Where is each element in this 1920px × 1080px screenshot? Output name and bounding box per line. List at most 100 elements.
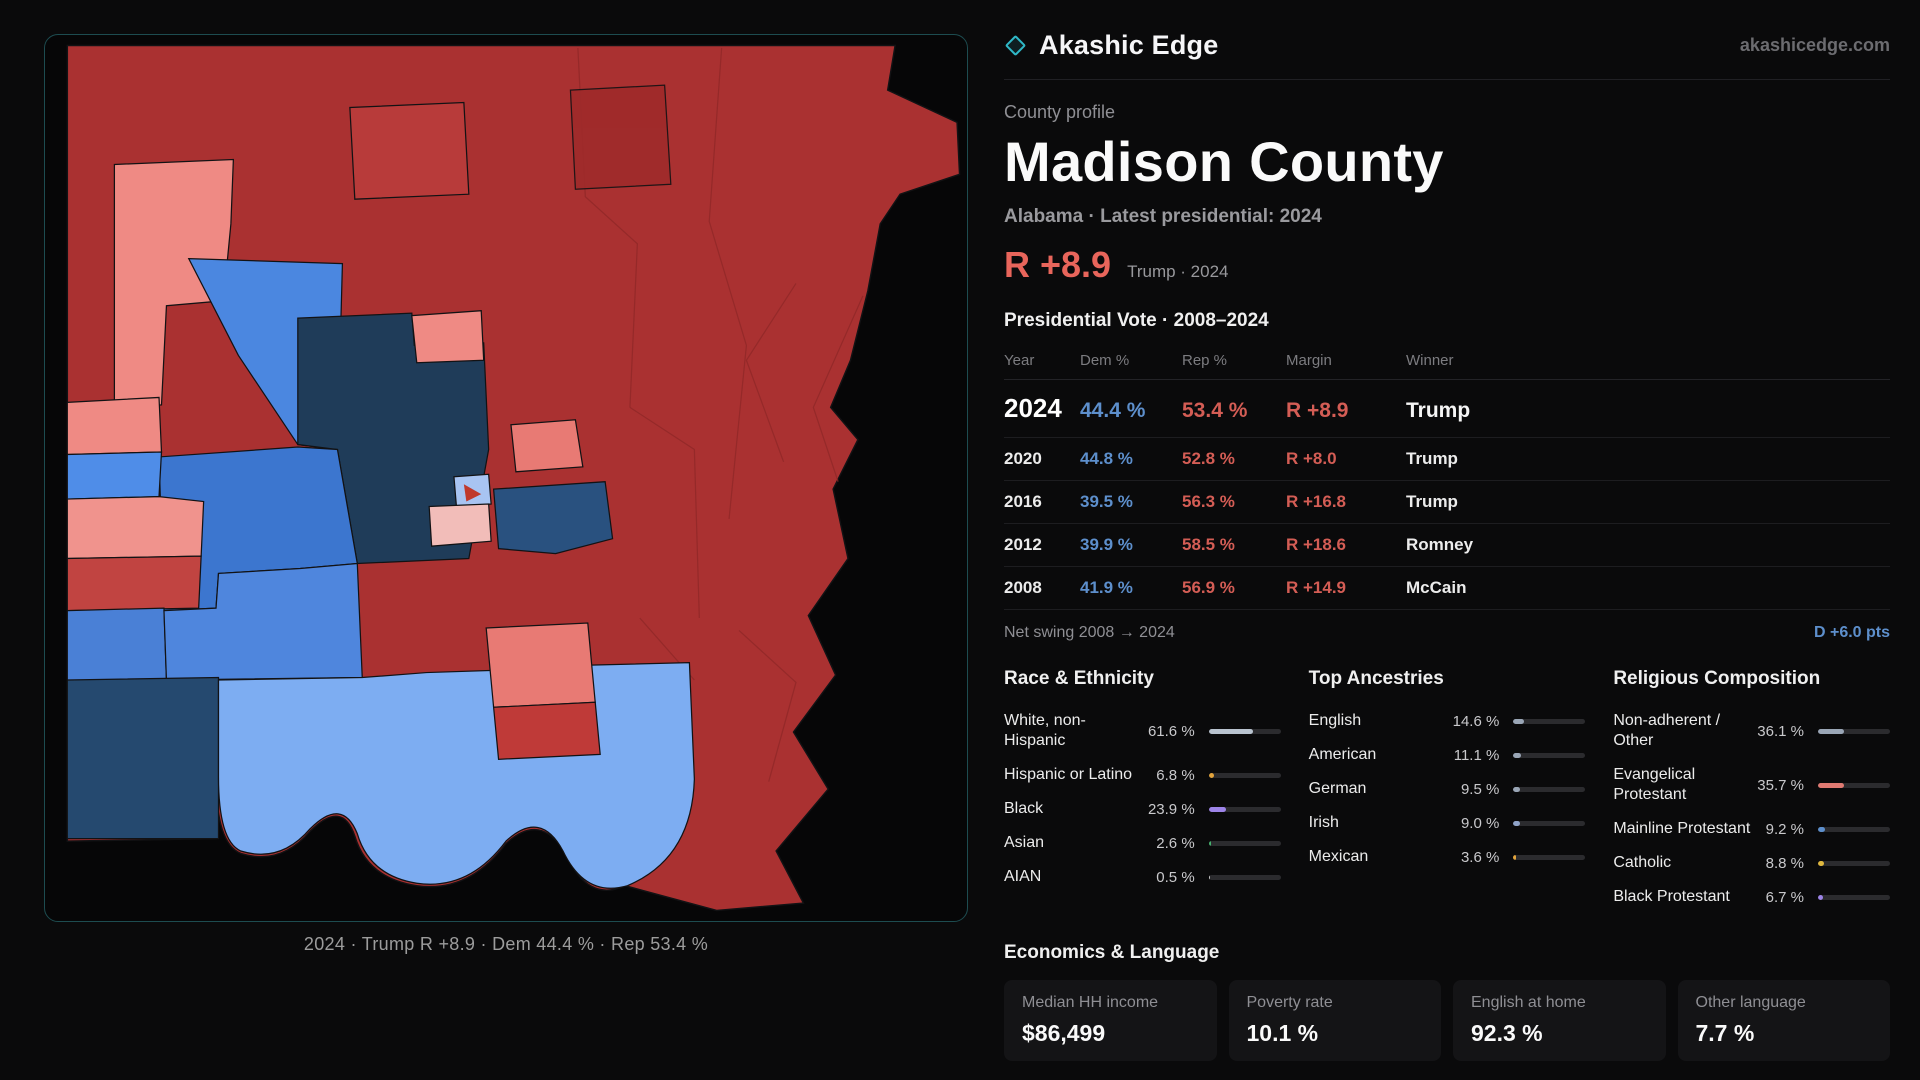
demo-label: Non-adherent / Other <box>1613 712 1721 749</box>
demo-label: Evangelical Protestant <box>1613 766 1696 803</box>
cell-winner: Romney <box>1406 535 1474 554</box>
demo-label: Catholic <box>1613 854 1672 871</box>
demo-bar <box>1208 772 1281 778</box>
demo-row: Irish 9.0 % <box>1309 806 1586 840</box>
net-swing-label: Net swing 2008 → 2024 <box>1004 624 1175 641</box>
demo-row: Black 23.9 % <box>1004 792 1281 826</box>
demo-value: 2.6 % <box>1156 834 1195 852</box>
net-swing-value: D +6.0 pts <box>1813 624 1890 641</box>
table-row: 2016 39.5 % 56.3 % R +16.8 Trump <box>1004 481 1890 524</box>
subtitle: Alabama · Latest presidential: 2024 <box>1004 206 1322 227</box>
demo-row: Evangelical Protestant 35.7 % <box>1613 758 1890 812</box>
demo-label: German <box>1308 780 1367 797</box>
cell-dem: 44.4 % <box>1080 399 1146 422</box>
col-year: Year <box>1004 352 1035 369</box>
cell-rep: 56.3 % <box>1182 492 1235 511</box>
demo-row: Mexican 3.6 % <box>1309 840 1586 874</box>
cell-rep: 58.5 % <box>1182 535 1235 554</box>
stat-card: English at home 92.3 % <box>1453 980 1666 1061</box>
demo-label: English <box>1308 712 1362 729</box>
demo-row: Catholic 8.8 % <box>1613 846 1890 880</box>
county-precinct-map <box>66 44 961 912</box>
cell-dem: 41.9 % <box>1080 578 1133 597</box>
brand-name: Akashic Edge <box>1039 30 1219 60</box>
demo-row: English 14.6 % <box>1309 704 1586 738</box>
stat-value: 10.1 % <box>1246 1020 1319 1046</box>
demo-value: 9.5 % <box>1460 780 1500 798</box>
net-swing-row: Net swing 2008 → 2024 D +6.0 pts <box>1004 624 1890 642</box>
demo-label: Hispanic or Latino <box>1004 766 1133 783</box>
race-title: Race & Ethnicity <box>1004 668 1154 689</box>
stat-value: $86,499 <box>1022 1020 1106 1046</box>
stat-label: English at home <box>1471 994 1586 1011</box>
profile-panel: Akashic Edge akashicedge.com County prof… <box>1004 0 1890 1080</box>
cell-year: 2008 <box>1004 578 1042 597</box>
demo-value: 35.7 % <box>1757 776 1804 794</box>
stat-card: Other language 7.7 % <box>1677 980 1890 1061</box>
cell-winner: McCain <box>1406 578 1467 597</box>
demo-value: 3.6 % <box>1460 848 1500 866</box>
stat-card: Median HH income $86,499 <box>1004 980 1217 1061</box>
col-rep: Rep % <box>1182 352 1228 369</box>
cell-margin: R +8.0 <box>1286 449 1337 468</box>
demo-row: White, non-Hispanic 61.6 % <box>1004 704 1281 758</box>
demographics-section: Race & Ethnicity White, non-Hispanic 61.… <box>1004 668 1890 914</box>
cell-year: 2020 <box>1004 449 1042 468</box>
col-winner: Winner <box>1406 352 1454 369</box>
stat-label: Other language <box>1695 994 1806 1011</box>
race-column: Race & Ethnicity White, non-Hispanic 61.… <box>1004 668 1281 914</box>
demo-value: 6.7 % <box>1765 888 1804 906</box>
demo-value: 0.5 % <box>1156 868 1195 886</box>
table-row: 2020 44.8 % 52.8 % R +8.0 Trump <box>1004 438 1890 481</box>
demo-bar <box>1817 860 1890 866</box>
demo-value: 9.2 % <box>1765 820 1804 838</box>
table-row: 2008 41.9 % 56.9 % R +14.9 McCain <box>1004 567 1890 610</box>
demo-label: Asian <box>1004 834 1045 851</box>
vote-table-title: Presidential Vote · 2008–2024 <box>1004 310 1269 331</box>
demo-row: Non-adherent / Other 36.1 % <box>1613 704 1890 758</box>
demo-label: American <box>1308 746 1377 763</box>
cell-dem: 39.5 % <box>1080 492 1133 511</box>
cell-dem: 44.8 % <box>1080 449 1133 468</box>
demo-value: 61.6 % <box>1147 722 1195 740</box>
site-link[interactable]: akashicedge.com <box>1739 35 1890 55</box>
demo-bar <box>1208 874 1281 880</box>
demo-label: AIAN <box>1004 868 1042 885</box>
cell-winner: Trump <box>1406 449 1458 468</box>
stat-label: Poverty rate <box>1246 994 1333 1011</box>
vote-table: Year Dem % Rep % Margin Winner 2024 44.4… <box>1004 346 1890 610</box>
stat-value: 92.3 % <box>1471 1020 1543 1046</box>
demo-label: Black <box>1004 800 1044 817</box>
economics-title: Economics & Language <box>1004 942 1220 963</box>
cell-margin: R +18.6 <box>1286 535 1347 554</box>
cell-margin: R +8.9 <box>1286 399 1349 422</box>
cell-dem: 39.9 % <box>1080 535 1133 554</box>
demo-row: Hispanic or Latino 6.8 % <box>1004 758 1281 792</box>
col-dem: Dem % <box>1080 352 1130 369</box>
demo-bar <box>1513 786 1586 792</box>
demo-row: AIAN 0.5 % <box>1004 860 1281 894</box>
table-row: 2024 44.4 % 53.4 % R +8.9 Trump <box>1004 380 1890 438</box>
religion-column: Religious Composition Non-adherent / Oth… <box>1613 668 1890 914</box>
cell-winner: Trump <box>1406 399 1471 422</box>
headline-context: Trump · 2024 <box>1127 262 1229 281</box>
demo-label: Irish <box>1308 814 1339 831</box>
col-margin: Margin <box>1286 352 1332 369</box>
cell-rep: 53.4 % <box>1182 399 1248 422</box>
religion-title: Religious Composition <box>1613 668 1821 689</box>
precinct-map-panel <box>44 34 968 922</box>
cell-rep: 52.8 % <box>1182 449 1235 468</box>
headline-margin: R +8.9 <box>1004 244 1112 285</box>
demo-row: Mainline Protestant 9.2 % <box>1613 812 1890 846</box>
brand: Akashic Edge <box>1004 30 1218 61</box>
economics-stats: Median HH income $86,499 Poverty rate 10… <box>1004 980 1890 1061</box>
ancestries-column: Top Ancestries English 14.6 % American 1… <box>1309 668 1586 914</box>
demo-bar <box>1513 820 1586 826</box>
demo-bar <box>1817 782 1890 788</box>
table-row: 2012 39.9 % 58.5 % R +18.6 Romney <box>1004 524 1890 567</box>
page-title: Madison County <box>1004 130 1444 193</box>
demo-bar <box>1513 854 1586 860</box>
stat-label: Median HH income <box>1022 994 1159 1011</box>
demo-row: German 9.5 % <box>1309 772 1586 806</box>
